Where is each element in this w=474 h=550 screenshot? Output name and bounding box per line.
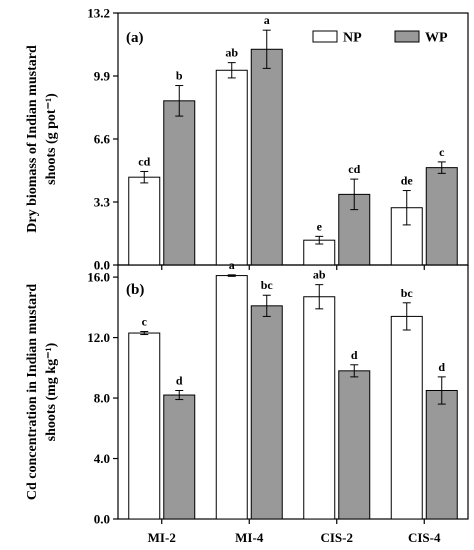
bar-np: [215, 275, 248, 520]
significance-letter: cd: [348, 162, 360, 176]
significance-letter: d: [351, 348, 358, 362]
panel-label: (a): [126, 30, 144, 46]
bar-np: [128, 332, 161, 520]
x-tick-label: CIS-4: [408, 530, 441, 545]
x-tick-label: MI-2: [148, 530, 176, 545]
x-tick-label: CIS-2: [320, 530, 353, 545]
panel-b: 0.0 4.0 8.0 12.0 16.0 Cd concentration in Ind…: [25, 258, 469, 545]
y-tick-label: 12.0: [87, 330, 110, 345]
bar-wp: [250, 305, 283, 520]
y-tick-label: 0.0: [94, 512, 110, 527]
y-tick-label: 4.0: [94, 451, 110, 466]
significance-letter: c: [439, 145, 445, 159]
significance-letter: e: [317, 219, 323, 233]
bar-wp: [425, 389, 458, 520]
y-axis-label-line: shoots (mg kg⁻¹): [44, 342, 59, 441]
significance-letter: ab: [225, 46, 238, 60]
significance-letter: bc: [401, 286, 414, 300]
bar-wp: [425, 167, 458, 266]
legend-label: NP: [343, 31, 362, 46]
significance-letter: bc: [261, 278, 274, 292]
y-axis-label: Dry biomass of Indian mustard shoots (g p…: [25, 45, 59, 233]
y-tick-label: 3.3: [94, 195, 111, 210]
bar-np: [215, 69, 248, 266]
y-tick-label: 6.6: [94, 132, 111, 147]
bar-np: [390, 315, 423, 520]
y-axis-label: Cd concentration in Indian mustard shoots…: [25, 284, 59, 500]
plot-frame: [117, 264, 469, 520]
y-tick-label: 8.0: [94, 391, 110, 406]
significance-letter: ab: [313, 268, 326, 282]
panel-label: (b): [126, 282, 144, 298]
significance-letter: de: [401, 174, 414, 188]
panel-a: 0.0 3.3 6.6 9.9 13.2 Dry biomass of Indian mu…: [25, 6, 469, 273]
significance-letter: a: [229, 258, 235, 272]
bar-np: [303, 296, 336, 520]
legend-label: WP: [425, 31, 448, 46]
bar-wp: [250, 48, 283, 266]
y-tick-label: 0.0: [94, 258, 110, 273]
significance-letter: cd: [138, 154, 150, 168]
significance-letter: d: [176, 373, 183, 387]
legend: NP WP: [312, 30, 448, 46]
x-tick-label: MI-4: [235, 530, 264, 545]
significance-letter: c: [142, 315, 148, 329]
y-axis-label-line: Dry biomass of Indian mustard: [25, 45, 40, 233]
significance-letter: d: [438, 360, 445, 374]
bar-wp: [163, 100, 196, 266]
legend-swatch-np: [312, 30, 338, 43]
y-tick-label: 13.2: [87, 6, 110, 21]
y-tick-label: 16.0: [87, 270, 110, 285]
significance-letter: a: [264, 13, 270, 27]
bar-wp: [163, 394, 196, 520]
y-tick-label: 9.9: [94, 69, 111, 84]
significance-letter: b: [176, 69, 183, 83]
bar-wp: [338, 370, 371, 520]
y-axis-label-line: shoots (g pot⁻¹): [44, 93, 59, 185]
bar-np: [128, 176, 161, 266]
legend-swatch-wp: [394, 30, 420, 43]
y-axis-label-line: Cd concentration in Indian mustard: [25, 284, 40, 500]
